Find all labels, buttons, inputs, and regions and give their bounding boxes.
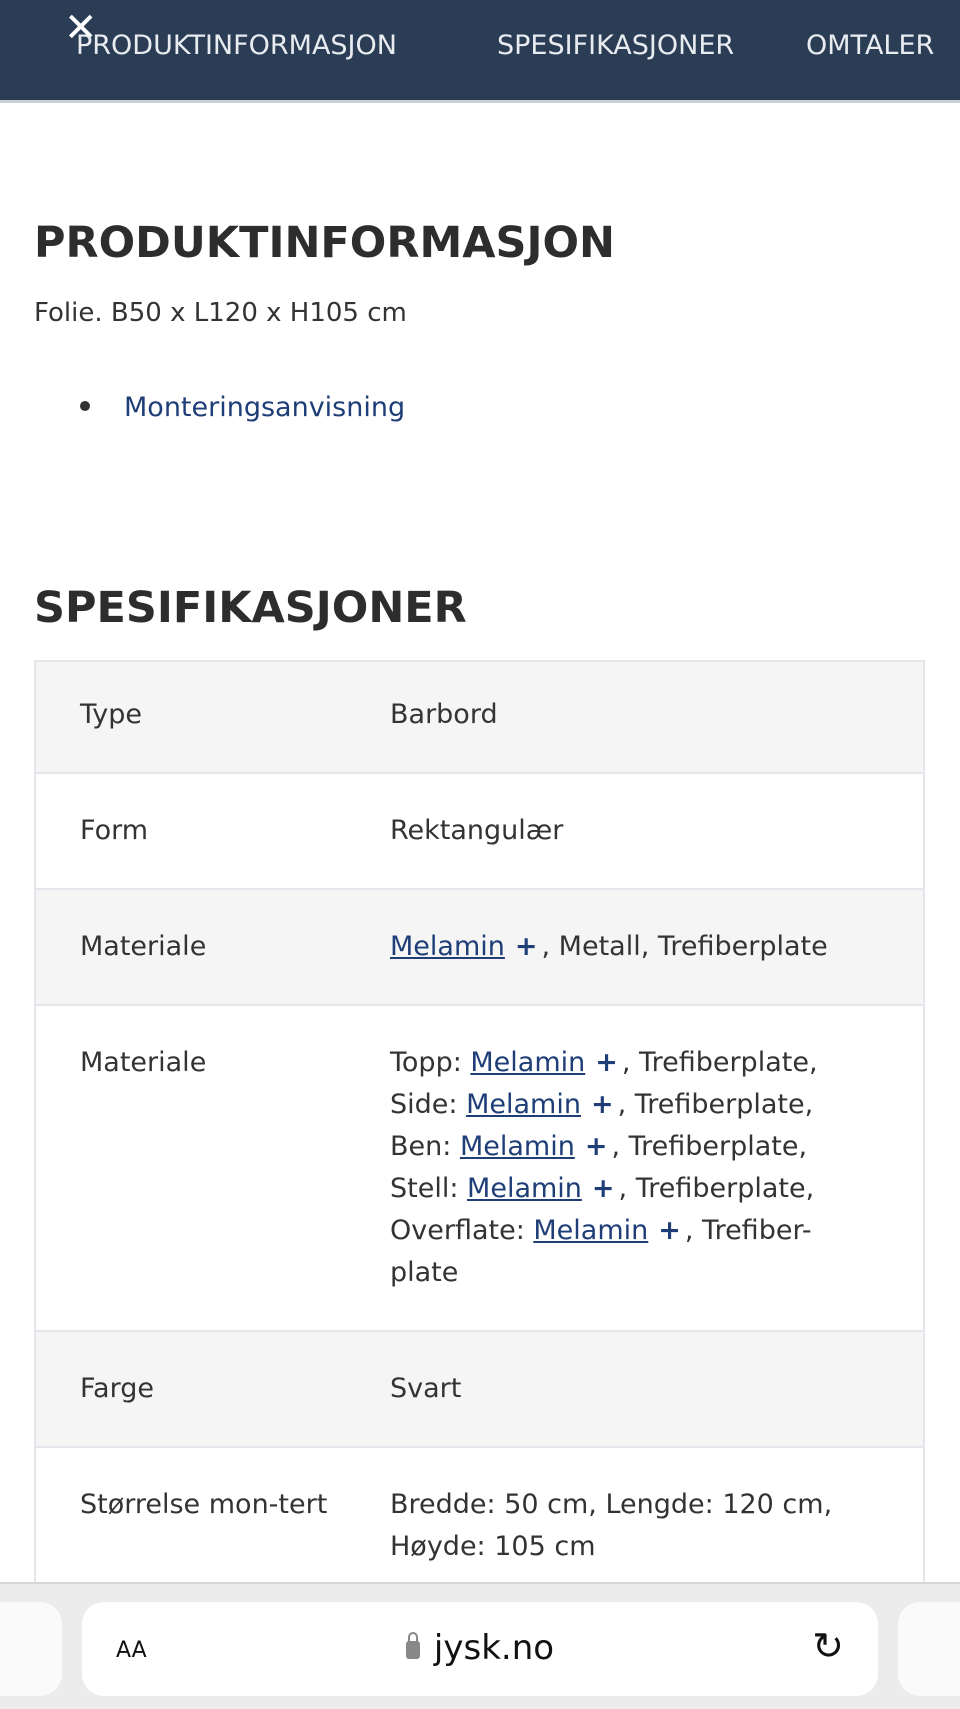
reload-icon[interactable]: ↻ xyxy=(812,1624,844,1668)
url-display[interactable]: jysk.no xyxy=(82,1628,878,1668)
melamin-link[interactable]: Melamin xyxy=(467,1173,582,1204)
material-line: Topp: Melamin +, Trefiberplate, xyxy=(390,1042,923,1084)
spec-label: Materiale xyxy=(35,888,390,1005)
table-row: Type Barbord xyxy=(35,660,924,773)
part-label: Ben: xyxy=(390,1131,460,1162)
part-label: Topp: xyxy=(390,1047,471,1078)
next-tab-preview[interactable] xyxy=(898,1602,960,1696)
previous-tab-preview[interactable] xyxy=(0,1602,62,1696)
spec-value: Svart xyxy=(390,1330,924,1447)
browser-toolbar: AA jysk.no ↻ xyxy=(0,1582,960,1709)
spec-value-text: , Trefiberplate, xyxy=(611,1131,808,1162)
spec-value-text: , Trefiberplate, xyxy=(621,1047,818,1078)
spec-label: Størrelse mon-tert xyxy=(35,1446,390,1605)
spec-value: Bredde: 50 cm, Lengde: 120 cm, Høyde: 10… xyxy=(390,1446,924,1605)
spec-value: Rektangulær xyxy=(390,772,924,889)
spec-label: Type xyxy=(35,660,390,773)
product-description: Folie. B50 x L120 x H105 cm xyxy=(34,298,407,328)
material-line: Stell: Melamin +, Trefiberplate, xyxy=(390,1168,923,1210)
bullet-icon xyxy=(80,401,90,411)
material-line: Overflate: Melamin +, Trefiber- xyxy=(390,1210,923,1252)
spec-value: Topp: Melamin +, Trefiberplate, Side: Mel… xyxy=(390,1004,924,1331)
spec-label: Farge xyxy=(35,1330,390,1447)
lock-icon xyxy=(405,1631,420,1659)
spec-value-text: , Trefiberplate, xyxy=(617,1089,814,1120)
expand-plus-icon[interactable]: + xyxy=(514,931,538,962)
part-label: Overflate: xyxy=(390,1215,534,1246)
section-nav: ✕ PRODUKTINFORMASJON SPESIFIKASJONER OMT… xyxy=(0,0,960,103)
url-text: jysk.no xyxy=(433,1628,555,1668)
table-row: Form Rektangulær xyxy=(35,772,924,889)
spec-value-text: , Trefiber- xyxy=(684,1215,812,1246)
table-row: Materiale Melamin +, Metall, Trefiberplat… xyxy=(35,888,924,1005)
material-line: plate xyxy=(390,1257,459,1288)
spec-value: Melamin +, Metall, Trefiberplate xyxy=(390,888,924,1005)
spec-value-text: , Trefiberplate, xyxy=(618,1173,815,1204)
table-row: Størrelse mon-tert Bredde: 50 cm, Lengde… xyxy=(35,1446,924,1605)
melamin-link[interactable]: Melamin xyxy=(533,1215,649,1246)
spec-label: Materiale xyxy=(35,1004,390,1331)
spec-value: Barbord xyxy=(390,660,924,773)
expand-plus-icon[interactable]: + xyxy=(590,1089,614,1120)
close-icon[interactable]: ✕ xyxy=(64,5,98,51)
text-size-label: AA xyxy=(116,1638,147,1663)
material-line: Ben: Melamin +, Trefiberplate, xyxy=(390,1126,923,1168)
table-row: Farge Svart xyxy=(35,1330,924,1447)
assembly-instructions-link[interactable]: Monteringsanvisning xyxy=(124,392,406,423)
melamin-link[interactable]: Melamin xyxy=(459,1131,575,1162)
expand-plus-icon[interactable]: + xyxy=(595,1047,618,1078)
expand-plus-icon[interactable]: + xyxy=(584,1131,608,1162)
product-info-heading: PRODUKTINFORMASJON xyxy=(34,218,616,268)
material-line: Side: Melamin +, Trefiberplate, xyxy=(390,1084,923,1126)
melamin-link[interactable]: Melamin xyxy=(466,1089,581,1120)
expand-plus-icon[interactable]: + xyxy=(591,1173,615,1204)
melamin-link[interactable]: Melamin xyxy=(470,1047,586,1078)
specs-heading: SPESIFIKASJONER xyxy=(34,583,467,633)
tab-produktinformasjon[interactable]: PRODUKTINFORMASJON xyxy=(76,30,397,61)
melamin-link[interactable]: Melamin xyxy=(390,931,505,962)
address-bar[interactable]: AA jysk.no ↻ xyxy=(82,1602,878,1696)
text-size-button[interactable]: AA xyxy=(116,1630,147,1665)
part-label: Side: xyxy=(390,1089,467,1120)
spec-value-text: , Metall, Trefiberplate xyxy=(541,931,828,962)
tab-omtaler[interactable]: OMTALER xyxy=(806,30,935,61)
expand-plus-icon[interactable]: + xyxy=(658,1215,681,1246)
table-row: Materiale Topp: Melamin +, Trefiberplate,… xyxy=(35,1004,924,1331)
tab-spesifikasjoner[interactable]: SPESIFIKASJONER xyxy=(497,30,735,61)
part-label: Stell: xyxy=(390,1173,468,1204)
spec-label: Form xyxy=(35,772,390,889)
specs-table: Type Barbord Form Rektangulær Materiale … xyxy=(34,660,925,1606)
